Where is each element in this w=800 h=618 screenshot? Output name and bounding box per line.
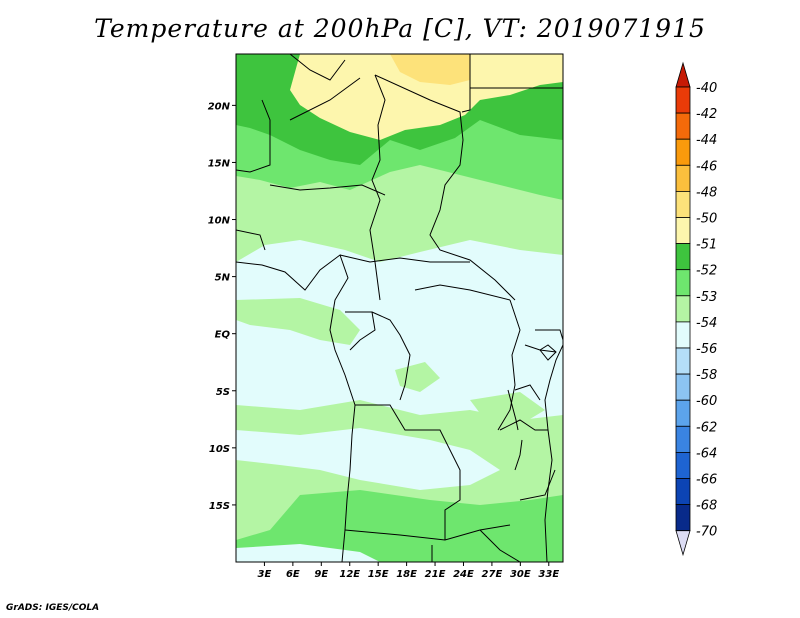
lat-tick-label: 5S <box>216 387 230 398</box>
colorbar-label: -42 <box>696 107 717 122</box>
border <box>369 74 386 301</box>
longitude-axis: 3E 6E 9E 12E 15E 18E 21E 24E 27E 30E 33E <box>258 562 559 580</box>
colorbar-segment <box>675 138 691 166</box>
colorbar-segment <box>675 399 691 427</box>
colorbar-label: -50 <box>696 212 717 227</box>
colorbar-bottom-arrow <box>675 530 691 557</box>
colorbar-label: -70 <box>696 525 717 540</box>
colorbar-label: -68 <box>696 499 717 514</box>
colorbar-label: -62 <box>696 420 717 435</box>
lake <box>507 389 519 431</box>
field-band-south-green <box>236 490 563 562</box>
lat-tick-label: 15S <box>209 501 230 512</box>
colorbar-segment <box>675 190 691 218</box>
colorbar-label: -44 <box>696 133 717 148</box>
border <box>535 329 563 341</box>
lat-tick-label: 20N <box>208 101 231 112</box>
colorbar-label: -51 <box>696 238 717 253</box>
colorbar-segment <box>675 478 691 506</box>
border <box>355 404 461 540</box>
coastline <box>236 254 356 562</box>
colorbar-segment <box>675 295 691 323</box>
border <box>289 54 346 81</box>
lon-tick-label: 33E <box>538 569 559 580</box>
border <box>414 284 511 301</box>
colorbar-segment <box>675 504 691 532</box>
colorbar-top-arrow <box>675 61 691 88</box>
lon-tick-label: 3E <box>258 569 272 580</box>
border <box>514 384 541 401</box>
lat-tick-label: 10N <box>208 216 231 227</box>
border <box>374 74 516 301</box>
colorbar-segment <box>675 269 691 297</box>
lon-tick-label: 24E <box>453 569 474 580</box>
field-patch-west <box>236 298 360 345</box>
field-band-south-cyan-2 <box>236 544 380 562</box>
border <box>339 254 470 263</box>
temperature-field <box>236 54 563 562</box>
colorbar-segment <box>675 425 691 453</box>
border <box>236 229 266 251</box>
border <box>497 299 521 431</box>
lon-tick-label: 27E <box>482 569 503 580</box>
lon-tick-label: 6E <box>286 569 300 580</box>
colorbar-segment <box>675 164 691 192</box>
colorbar-label: -64 <box>696 446 717 461</box>
border <box>236 99 271 173</box>
border <box>519 469 556 501</box>
lon-tick-label: 9E <box>314 569 328 580</box>
lat-tick-label: 10S <box>209 444 230 455</box>
colorbar-segment <box>675 86 691 114</box>
border <box>371 311 411 401</box>
colorbar-label: -40 <box>696 81 717 96</box>
map-title: Temperature at 200hPa [C], VT: 201907191… <box>94 14 706 43</box>
lat-tick-label: 5N <box>215 273 231 284</box>
lon-tick-label: 21E <box>425 569 446 580</box>
colorbar-segment <box>675 321 691 349</box>
lon-tick-label: 12E <box>339 569 360 580</box>
colorbar-segment <box>675 347 691 375</box>
field-band-south-cyan <box>236 428 500 490</box>
colorbar-label: -58 <box>696 368 717 383</box>
lake <box>539 344 557 361</box>
border <box>345 311 376 351</box>
boundaries <box>236 54 563 562</box>
colorbar-label: -56 <box>696 342 717 357</box>
border <box>499 419 548 431</box>
latitude-axis: 20N 15N 10N 5N EQ 5S 10S 15S <box>208 101 236 512</box>
colorbar-label: -66 <box>696 473 717 488</box>
border <box>289 77 361 121</box>
border <box>269 184 386 196</box>
colorbar-segment <box>675 451 691 479</box>
lat-tick-label: 15N <box>208 158 231 169</box>
colorbar-label: -46 <box>696 159 717 174</box>
colorbar-label: -54 <box>696 316 717 331</box>
colorbar-label: -53 <box>696 290 717 305</box>
colorbar: -40 -42 -44 -46 -48 -50 -51 -52 -53 -54 -56 -58 -60 -… <box>675 61 717 557</box>
map-frame <box>235 53 564 563</box>
field-band-pale-yellow <box>290 54 563 140</box>
lon-tick-label: 18E <box>396 569 417 580</box>
colorbar-label: -60 <box>696 394 717 409</box>
lake <box>514 439 523 471</box>
border <box>344 524 511 541</box>
field-band-yellow <box>390 54 470 85</box>
grads-credit: GrADS: IGES/COLA <box>6 603 100 613</box>
lon-tick-label: 15E <box>368 569 389 580</box>
colorbar-segment <box>675 217 691 245</box>
field-patch-central <box>395 362 440 392</box>
colorbar-label: -52 <box>696 264 717 279</box>
colorbar-label: -48 <box>696 185 717 200</box>
lat-tick-label: EQ <box>215 330 231 341</box>
colorbar-segment <box>675 112 691 140</box>
border <box>479 529 521 562</box>
colorbar-segment <box>675 243 691 271</box>
colorbar-segment <box>675 373 691 401</box>
border <box>461 54 471 113</box>
lon-tick-label: 30E <box>510 569 531 580</box>
